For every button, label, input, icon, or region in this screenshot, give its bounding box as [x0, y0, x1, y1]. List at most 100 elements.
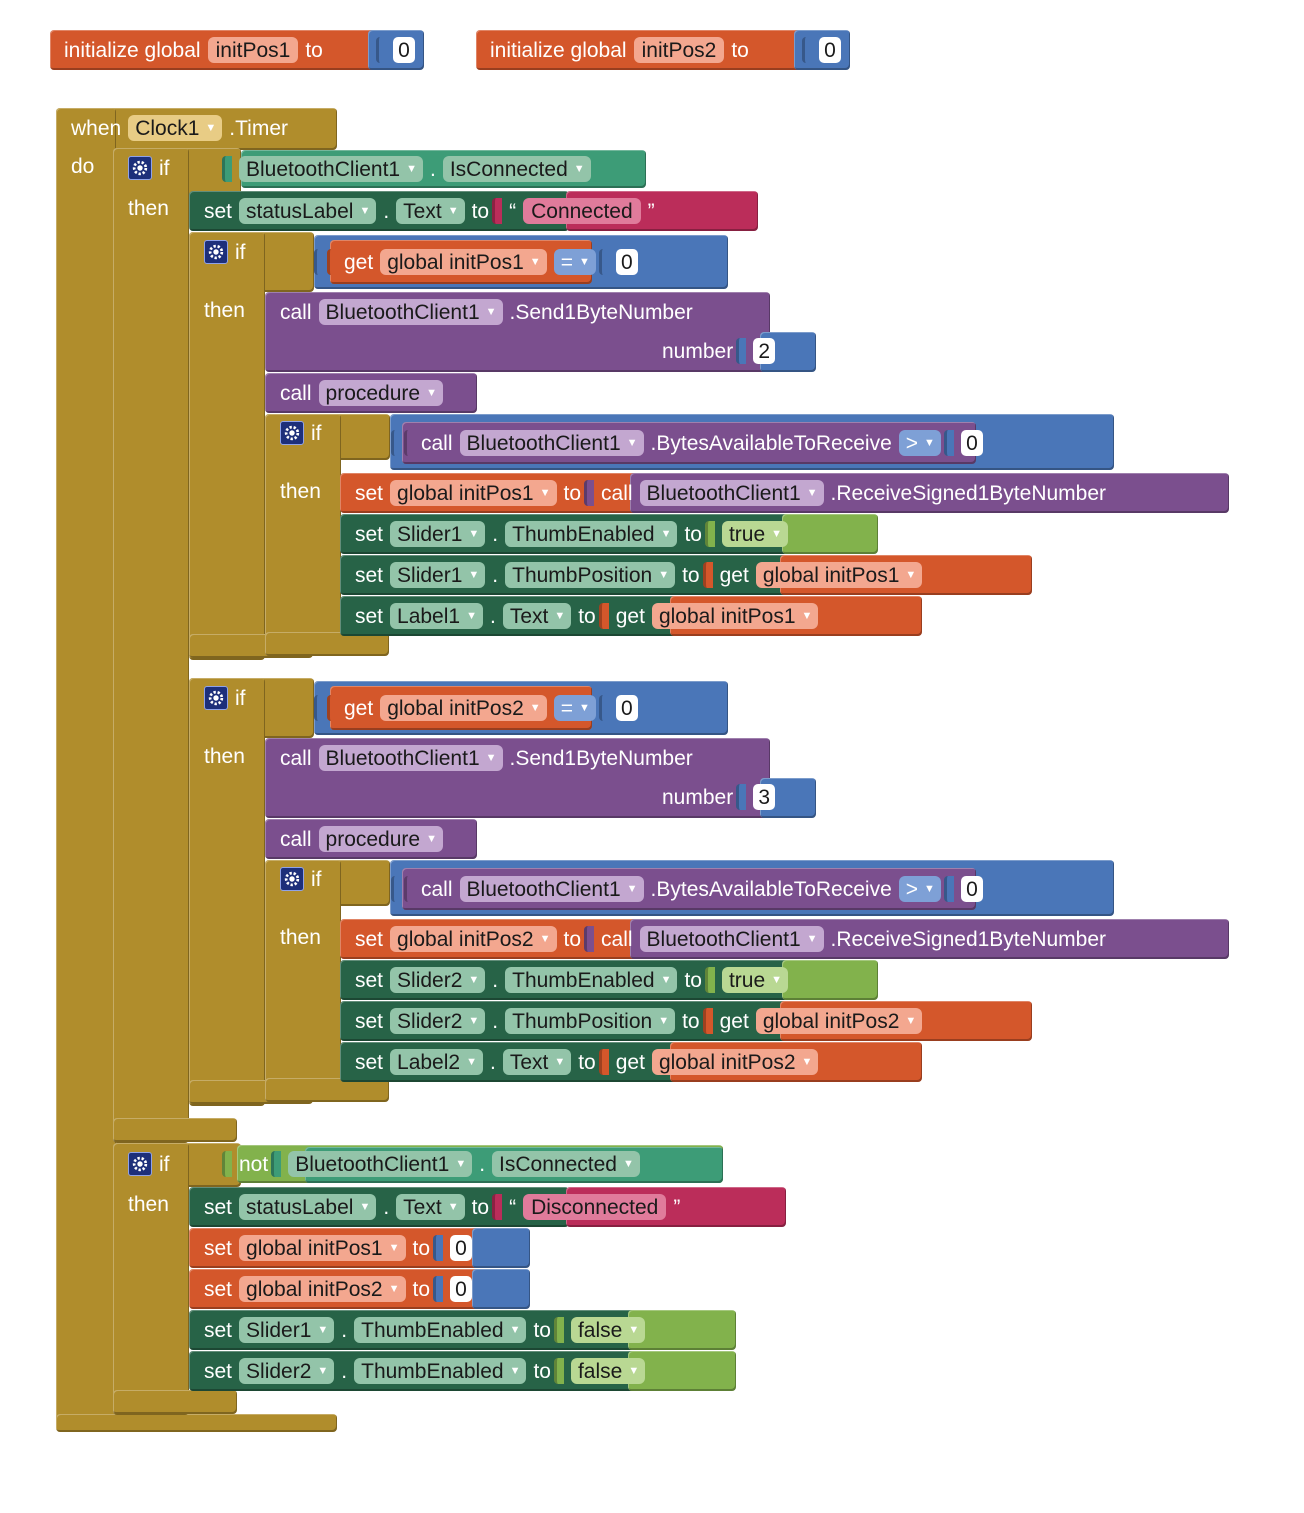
- text-value[interactable]: Disconnected: [523, 1194, 667, 1220]
- component-dropdown[interactable]: BluetoothClient1 ▼: [318, 745, 503, 771]
- component-dropdown[interactable]: BluetoothClient1 ▼: [459, 430, 644, 456]
- boolean-dropdown[interactable]: true ▼: [721, 521, 789, 547]
- component-dropdown[interactable]: Slider1 ▼: [239, 1317, 335, 1343]
- dropdown-value: global initPos2: [246, 1277, 383, 1301]
- boolean-block[interactable]: [782, 514, 878, 554]
- if-block-footer[interactable]: [113, 1118, 237, 1142]
- compare-value-input[interactable]: 0: [960, 876, 983, 902]
- boolean-block[interactable]: [782, 960, 878, 1000]
- property-dropdown[interactable]: ThumbEnabled ▼: [354, 1358, 527, 1384]
- variable-dropdown[interactable]: global initPos1 ▼: [380, 249, 547, 275]
- boolean-block[interactable]: [628, 1351, 736, 1391]
- init-value-input[interactable]: 0: [393, 37, 415, 63]
- variable-dropdown[interactable]: global initPos1 ▼: [239, 1235, 406, 1261]
- variable-dropdown[interactable]: global initPos2 ▼: [390, 926, 557, 952]
- property-dropdown[interactable]: Text ▼: [396, 1194, 465, 1220]
- variable-dropdown[interactable]: global initPos2 ▼: [239, 1276, 406, 1302]
- mutator-gear-icon[interactable]: [280, 421, 304, 445]
- property-dropdown[interactable]: ThumbPosition ▼: [505, 562, 676, 588]
- event-block-spine[interactable]: [56, 108, 116, 1430]
- send-value-input[interactable]: 3: [753, 784, 776, 810]
- if-block-footer[interactable]: [265, 632, 389, 656]
- boolean-block[interactable]: [628, 1310, 736, 1350]
- component-dropdown[interactable]: statusLabel ▼: [239, 1194, 377, 1220]
- operator-dropdown[interactable]: = ▼: [553, 249, 596, 275]
- compare-value-input[interactable]: 0: [960, 430, 983, 456]
- operator-dropdown[interactable]: > ▼: [898, 430, 941, 456]
- dropdown-value: global initPos1: [658, 604, 796, 628]
- property-dropdown[interactable]: Text ▼: [502, 1049, 572, 1075]
- boolean-dropdown[interactable]: false ▼: [570, 1317, 646, 1343]
- property-dropdown[interactable]: Text ▼: [502, 603, 572, 629]
- property-dropdown[interactable]: ThumbEnabled ▼: [354, 1317, 527, 1343]
- dropdown-value: ThumbEnabled: [512, 522, 655, 546]
- call-send-row: call BluetoothClient1 ▼ .Send1ByteNumber: [280, 299, 693, 325]
- property-dropdown[interactable]: IsConnected ▼: [492, 1151, 640, 1177]
- component-dropdown[interactable]: BluetoothClient1 ▼: [318, 299, 503, 325]
- component-dropdown[interactable]: BluetoothClient1 ▼: [639, 480, 824, 506]
- component-dropdown[interactable]: BluetoothClient1 ▼: [288, 1151, 473, 1177]
- component-dropdown[interactable]: BluetoothClient1 ▼: [639, 926, 824, 952]
- dropdown-value: IsConnected: [499, 1152, 617, 1176]
- compare-value-input[interactable]: 0: [615, 249, 638, 275]
- component-dropdown[interactable]: Slider1 ▼: [390, 562, 486, 588]
- component-dropdown[interactable]: Slider1 ▼: [390, 521, 486, 547]
- if-block-spine[interactable]: [113, 148, 189, 1143]
- mutator-gear-icon[interactable]: [128, 1152, 152, 1176]
- component-dropdown[interactable]: Slider2 ▼: [390, 967, 486, 993]
- component-dropdown[interactable]: Slider2 ▼: [390, 1008, 486, 1034]
- component-dropdown[interactable]: Slider2 ▼: [239, 1358, 335, 1384]
- event-component-dropdown[interactable]: Clock1 ▼: [128, 115, 223, 141]
- variable-name-field[interactable]: initPos1: [207, 37, 299, 63]
- mutator-gear-icon[interactable]: [204, 240, 228, 264]
- property-dropdown[interactable]: Text ▼: [396, 198, 465, 224]
- variable-dropdown[interactable]: global initPos1 ▼: [651, 603, 819, 629]
- dropdown-value: Clock1: [135, 116, 200, 140]
- property-dropdown[interactable]: ThumbEnabled ▼: [505, 521, 678, 547]
- input-socket-icon: [492, 1194, 503, 1220]
- component-dropdown[interactable]: statusLabel ▼: [239, 198, 377, 224]
- reset-value-input[interactable]: 0: [450, 1276, 473, 1302]
- component-dropdown[interactable]: BluetoothClient1 ▼: [239, 156, 423, 182]
- variable-dropdown[interactable]: global initPos1 ▼: [390, 480, 557, 506]
- procedure-dropdown[interactable]: procedure ▼: [318, 380, 443, 406]
- property-dropdown[interactable]: ThumbEnabled ▼: [505, 967, 678, 993]
- variable-name-field[interactable]: initPos2: [633, 37, 725, 63]
- if-block-footer[interactable]: [113, 1390, 237, 1414]
- property-dropdown[interactable]: ThumbPosition ▼: [505, 1008, 676, 1034]
- number-block[interactable]: [472, 1269, 530, 1309]
- operator-dropdown[interactable]: = ▼: [553, 695, 596, 721]
- component-dropdown[interactable]: Label1 ▼: [390, 603, 483, 629]
- compare-value-input[interactable]: 0: [615, 695, 638, 721]
- operator-dropdown[interactable]: > ▼: [898, 876, 941, 902]
- mutator-gear-icon[interactable]: [204, 686, 228, 710]
- if-block-spine[interactable]: [189, 232, 265, 660]
- dropdown-value: global initPos1: [246, 1236, 383, 1260]
- init-value-input[interactable]: 0: [819, 37, 841, 63]
- if-block-spine[interactable]: [189, 678, 265, 1106]
- property-dropdown[interactable]: IsConnected ▼: [442, 156, 591, 182]
- if-block-footer[interactable]: [265, 1078, 389, 1102]
- number-block[interactable]: [472, 1228, 530, 1268]
- send-value-input[interactable]: 2: [753, 338, 776, 364]
- chevron-down-icon: ▼: [317, 1323, 329, 1336]
- if-block-spine[interactable]: [113, 1143, 189, 1415]
- if-block-spine[interactable]: [265, 860, 341, 1092]
- component-dropdown[interactable]: BluetoothClient1 ▼: [459, 876, 644, 902]
- procedure-dropdown[interactable]: procedure ▼: [318, 826, 443, 852]
- quote-label: “: [509, 1195, 517, 1219]
- mutator-gear-icon[interactable]: [280, 867, 304, 891]
- variable-dropdown[interactable]: global initPos1 ▼: [755, 562, 923, 588]
- event-block-footer[interactable]: [56, 1414, 337, 1432]
- reset-value-input[interactable]: 0: [450, 1235, 473, 1261]
- text-value[interactable]: Connected: [523, 198, 641, 224]
- variable-dropdown[interactable]: global initPos2 ▼: [651, 1049, 819, 1075]
- boolean-dropdown[interactable]: false ▼: [570, 1358, 646, 1384]
- component-dropdown[interactable]: Label2 ▼: [390, 1049, 483, 1075]
- variable-dropdown[interactable]: global initPos2 ▼: [755, 1008, 923, 1034]
- mutator-gear-icon[interactable]: [128, 156, 152, 180]
- boolean-dropdown[interactable]: true ▼: [721, 967, 789, 993]
- variable-dropdown[interactable]: global initPos2 ▼: [380, 695, 547, 721]
- if-block-spine[interactable]: [265, 414, 341, 646]
